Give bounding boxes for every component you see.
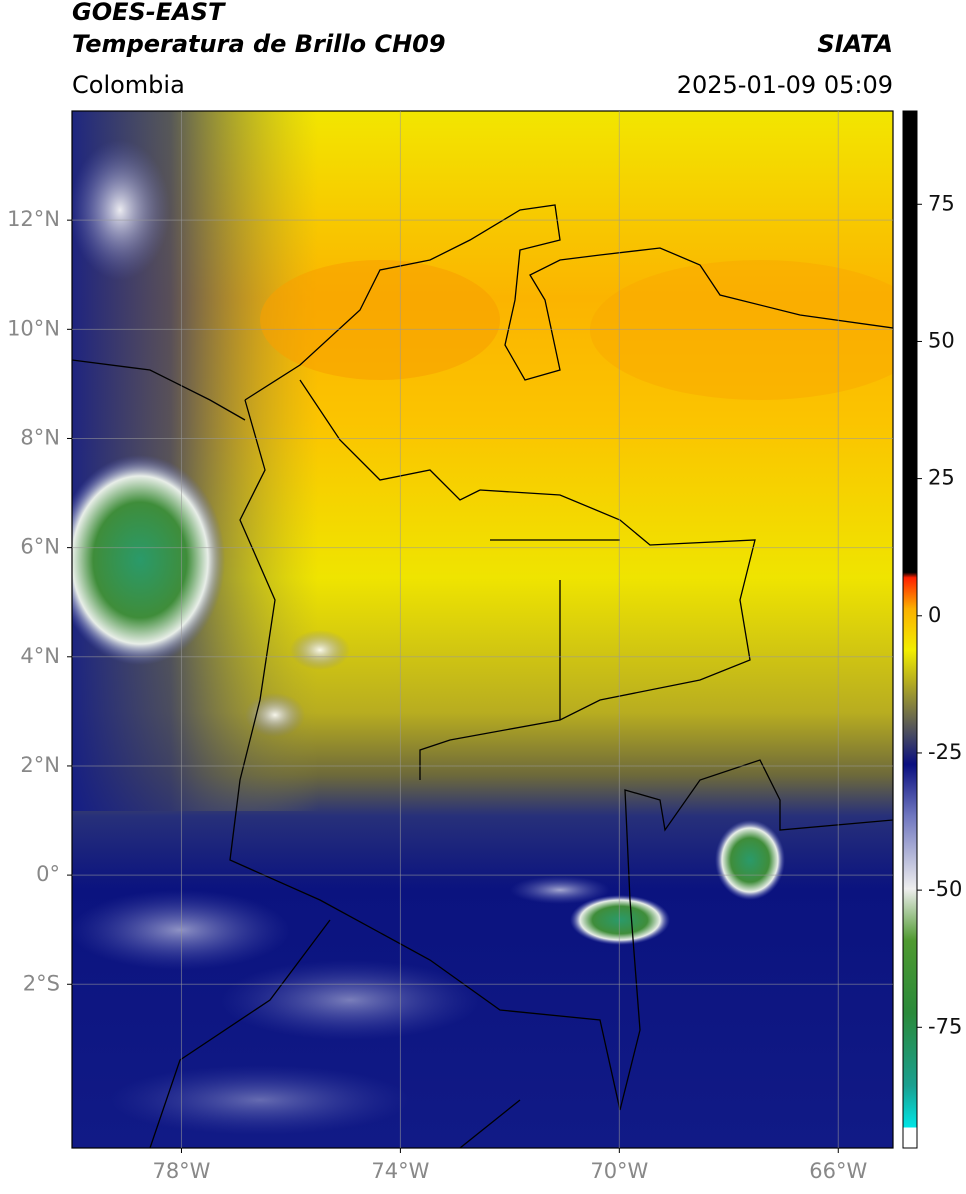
- lat-label: 6°N: [20, 535, 60, 559]
- product: Temperatura de Brillo CH09: [72, 30, 446, 58]
- source: SIATA: [817, 30, 893, 58]
- lat-label: 10°N: [7, 316, 60, 340]
- colorbar-label: -50: [928, 877, 962, 901]
- lat-label: 2°S: [23, 971, 60, 995]
- lat-label: 8°N: [20, 425, 60, 449]
- lat-label: 0°: [36, 862, 60, 886]
- colorbar: [902, 110, 918, 1149]
- lat-label: 2°N: [20, 753, 60, 777]
- lon-label: 66°W: [809, 1159, 867, 1183]
- lat-label: 4°N: [20, 644, 60, 668]
- colorbar-label: -75: [928, 1014, 962, 1038]
- colorbar-label: 50: [928, 328, 955, 352]
- lon-label: 74°W: [371, 1159, 429, 1183]
- lon-label: 78°W: [152, 1159, 210, 1183]
- satellite: GOES-EAST: [72, 0, 226, 26]
- colorbar-label: -25: [928, 740, 962, 764]
- colorbar-label: 0: [928, 603, 941, 627]
- map-frame: [71, 110, 894, 1149]
- colorbar-label: 25: [928, 466, 955, 490]
- satellite-image: [72, 111, 893, 1148]
- datetime: 2025-01-09 05:09: [677, 71, 893, 99]
- region: Colombia: [72, 71, 185, 99]
- lon-label: 70°W: [590, 1159, 648, 1183]
- lat-label: 12°N: [7, 207, 60, 231]
- colorbar-label: 75: [928, 191, 955, 215]
